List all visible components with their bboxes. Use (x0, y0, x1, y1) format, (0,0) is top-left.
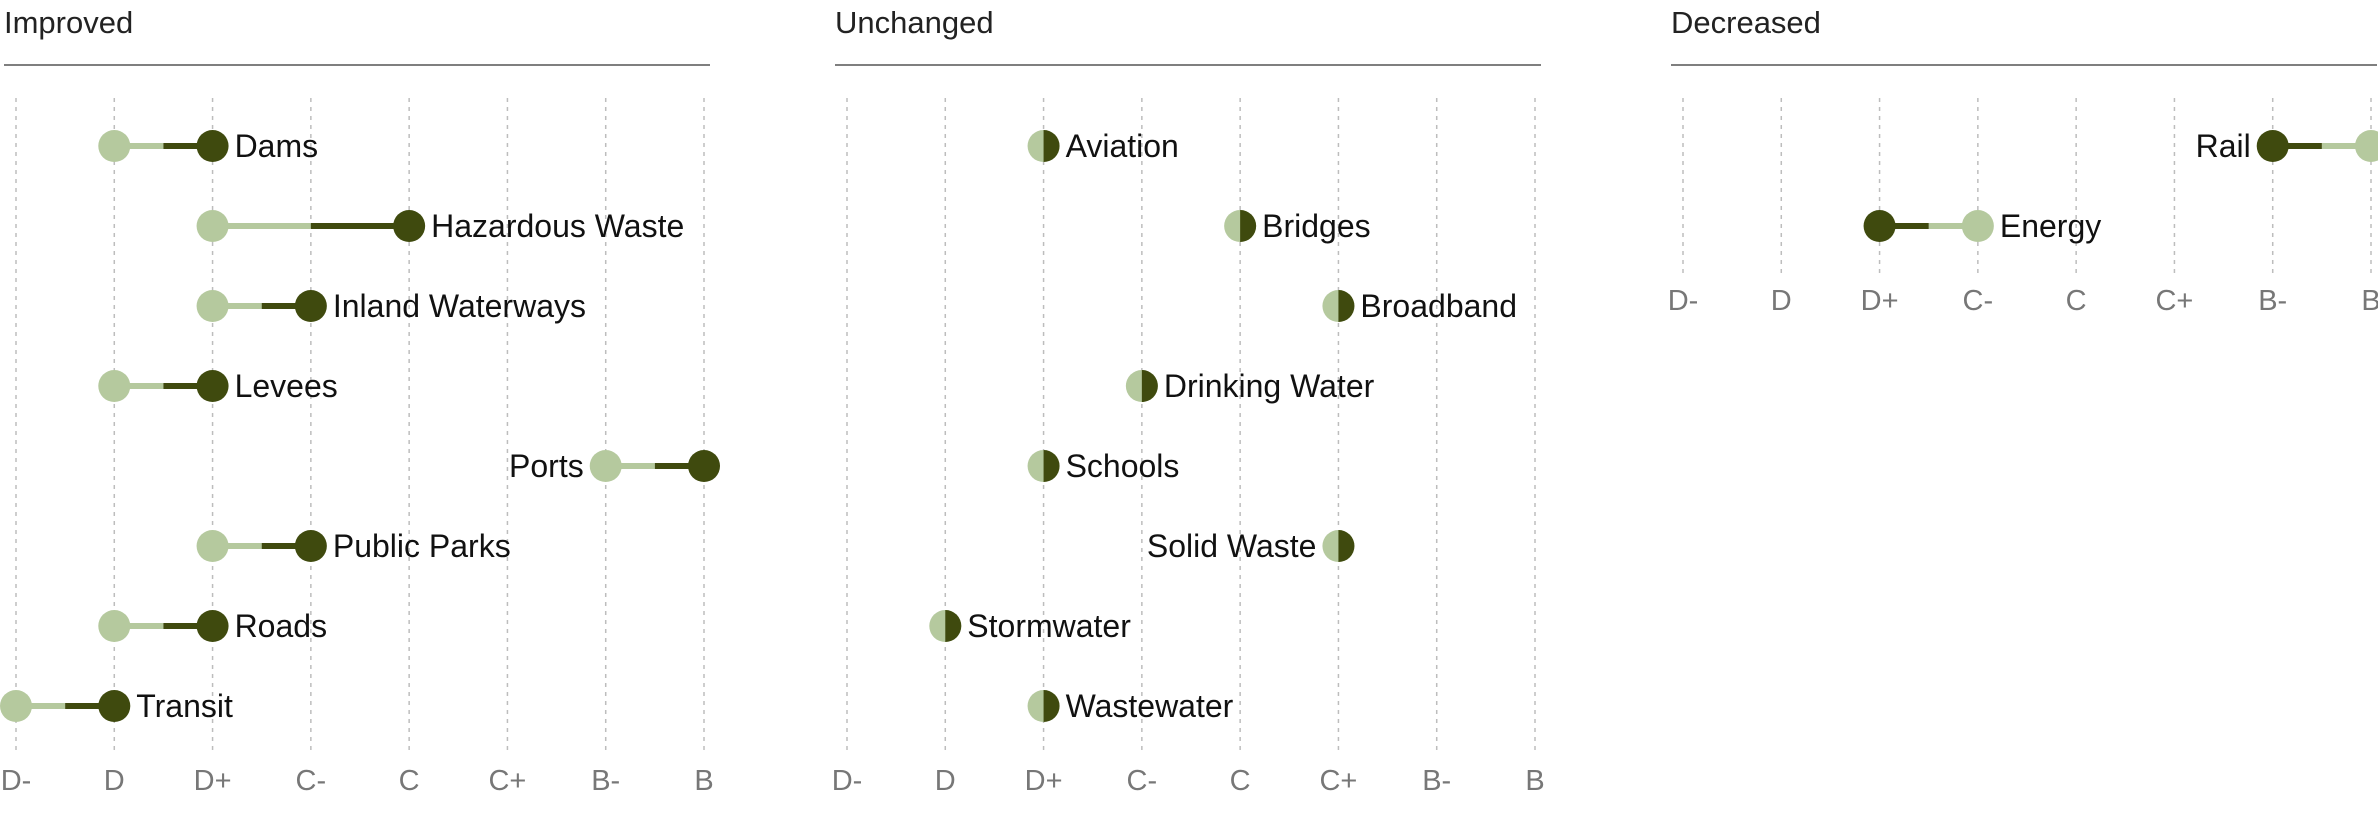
dot-after-ports (688, 450, 720, 482)
tick-label-decreased-cplus: C+ (2155, 285, 2193, 317)
dot-after-schools (1043, 450, 1060, 482)
tick-label-improved-cminus: C- (296, 765, 327, 797)
dot-after-public-parks (294, 530, 327, 562)
dot-after-hazardous-waste (393, 210, 426, 242)
row-label-drinking-water: Drinking Water (1164, 368, 1375, 404)
dot-after-energy (1863, 210, 1896, 242)
tick-label-decreased-d: D (1771, 285, 1792, 317)
dot-before-levees (98, 370, 131, 402)
tick-label-unchanged-cminus: C- (1127, 765, 1158, 797)
row-label-ports: Ports (509, 448, 584, 484)
tick-label-decreased-bminus: B- (2258, 285, 2287, 317)
dot-after-stormwater (945, 610, 962, 642)
dot-after-bridges (1240, 210, 1257, 242)
dot-before-energy (1961, 210, 1994, 242)
dot-after-solid-waste (1338, 530, 1355, 562)
tick-label-improved-d: D (104, 765, 125, 797)
dot-after-broadband (1338, 290, 1355, 322)
row-label-schools: Schools (1066, 448, 1180, 484)
tick-label-decreased-cminus: C- (1963, 285, 1994, 317)
row-label-broadband: Broadband (1360, 288, 1517, 324)
row-label-transit: Transit (136, 688, 233, 724)
panel-improved: Improved D- D D+ C- C C+ B- B Dams Hazardous Waste… (0, 5, 720, 797)
row-label-dams: Dams (235, 128, 319, 164)
panel-unchanged: Unchanged D- D D+ C- C C+ B- B Aviation Bridges Bro… (832, 5, 1545, 797)
row-label-rail: Rail (2196, 128, 2251, 164)
tick-label-improved-dminus: D- (1, 765, 32, 797)
dot-after-wastewater (1043, 690, 1060, 722)
tick-label-decreased-dminus: D- (1668, 285, 1699, 317)
panel-title-improved: Improved (4, 5, 133, 40)
row-label-aviation: Aviation (1066, 128, 1179, 164)
dot-after-aviation (1043, 130, 1060, 162)
tick-label-unchanged-bminus: B- (1422, 765, 1451, 797)
dot-before-rail (2355, 130, 2378, 162)
row-label-inland-waterways: Inland Waterways (333, 288, 586, 324)
dot-before-public-parks (196, 530, 229, 562)
tick-label-unchanged-b: B (1525, 765, 1544, 797)
dot-after-transit (98, 690, 131, 722)
tick-label-unchanged-dplus: D+ (1025, 765, 1063, 797)
row-label-hazardous-waste: Hazardous Waste (431, 208, 684, 244)
tick-label-unchanged-d: D (935, 765, 956, 797)
tick-label-decreased-b: B (2361, 285, 2378, 317)
dot-after-dams (196, 130, 229, 162)
dot-before-transit (0, 690, 32, 722)
tick-label-improved-cplus: C+ (488, 765, 526, 797)
row-label-stormwater: Stormwater (967, 608, 1131, 644)
dot-after-rail (2256, 130, 2289, 162)
dot-before-dams (98, 130, 131, 162)
row-label-wastewater: Wastewater (1066, 688, 1234, 724)
dot-after-roads (196, 610, 229, 642)
row-label-energy: Energy (2000, 208, 2101, 244)
dot-before-roads (98, 610, 131, 642)
dot-after-inland-waterways (294, 290, 327, 322)
row-label-public-parks: Public Parks (333, 528, 511, 564)
panel-title-unchanged: Unchanged (835, 5, 994, 40)
tick-label-unchanged-c: C (1230, 765, 1251, 797)
dot-after-levees (196, 370, 229, 402)
dot-after-drinking-water (1141, 370, 1158, 402)
tick-label-improved-c: C (399, 765, 420, 797)
tick-label-improved-b: B (694, 765, 713, 797)
tick-label-decreased-dplus: D+ (1861, 285, 1899, 317)
dot-before-inland-waterways (196, 290, 229, 322)
panel-decreased: Decreased D- D D+ C- C C+ B- B Rail Energy (1668, 5, 2378, 317)
tick-label-improved-dplus: D+ (194, 765, 232, 797)
dot-before-ports (589, 450, 622, 482)
row-label-levees: Levees (235, 368, 338, 404)
row-label-solid-waste: Solid Waste (1147, 528, 1317, 564)
tick-label-decreased-c: C (2066, 285, 2087, 317)
panel-title-decreased: Decreased (1671, 5, 1821, 40)
tick-label-unchanged-dminus: D- (832, 765, 863, 797)
dot-before-hazardous-waste (196, 210, 229, 242)
tick-label-unchanged-cplus: C+ (1319, 765, 1357, 797)
tick-label-improved-bminus: B- (591, 765, 620, 797)
row-label-roads: Roads (235, 608, 327, 644)
row-label-bridges: Bridges (1262, 208, 1371, 244)
